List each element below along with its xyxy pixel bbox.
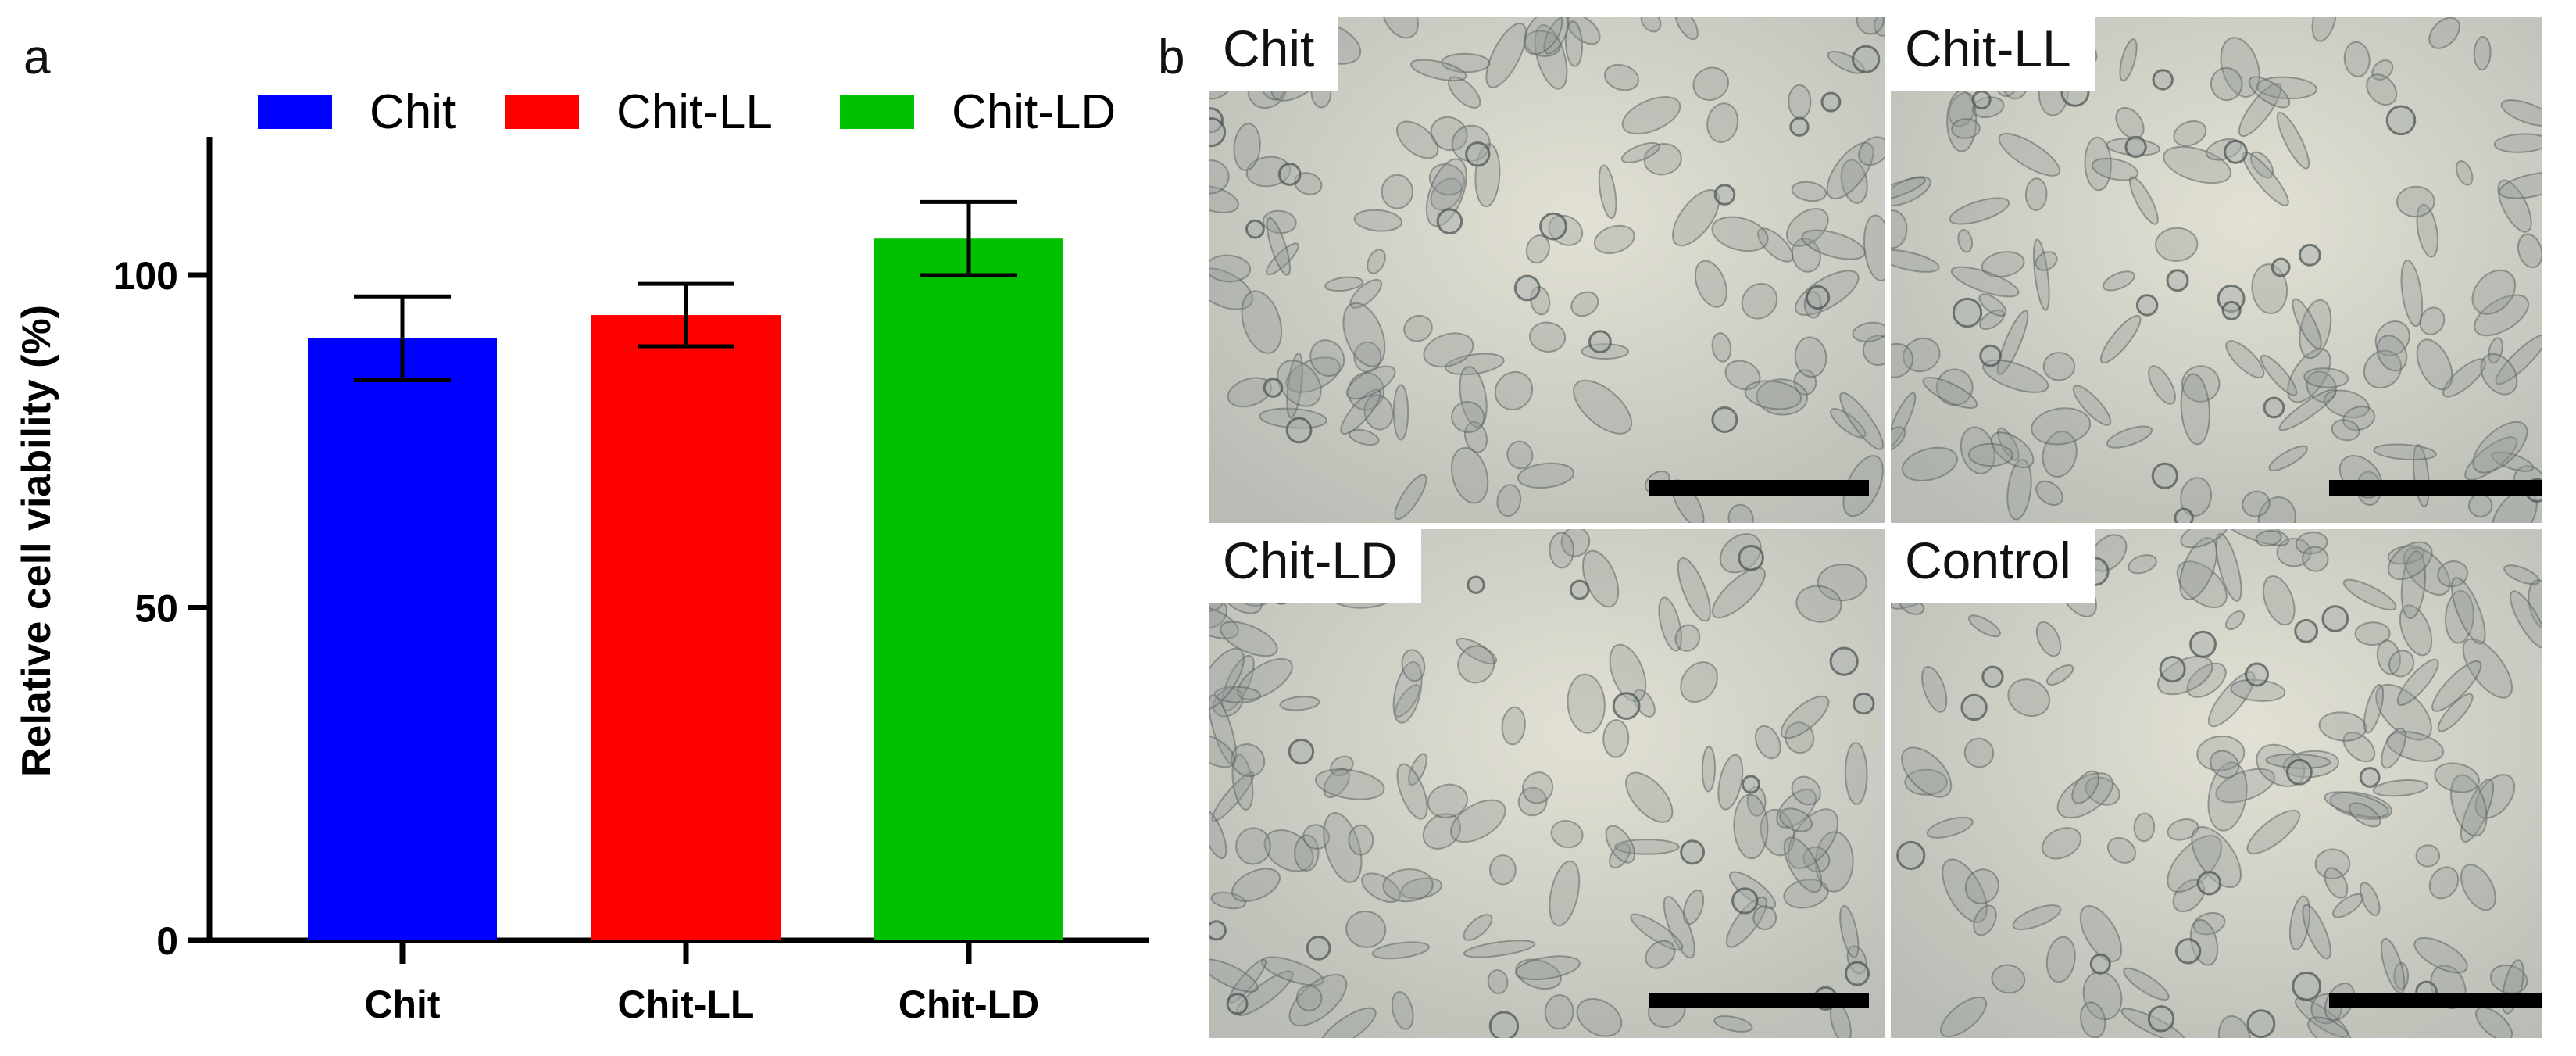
micrograph-chit-ld: Chit-LD	[1209, 529, 1885, 1038]
legend-swatch	[840, 95, 914, 129]
bar-chit-ll	[591, 315, 781, 940]
cell-texture	[1891, 17, 2542, 523]
bar-chart: 0 50 100 Relative cell viability (%) Chit Chi…	[14, 85, 1149, 1026]
bar-chit-ld	[874, 238, 1063, 940]
x-tick-label: Chit-LL	[618, 983, 755, 1026]
x-tick-label: Chit	[364, 983, 441, 1026]
scale-bar	[1649, 993, 1869, 1008]
micrograph-label: Chit-LD	[1209, 529, 1421, 604]
y-axis-label: Relative cell viability (%)	[14, 305, 59, 777]
x-tick-label: Chit-LD	[899, 983, 1040, 1026]
micrograph-label: Control	[1891, 529, 2095, 604]
legend-label: Chit-LL	[616, 85, 773, 139]
y-tick-label: 100	[113, 254, 178, 298]
micrograph-chit-ll: Chit-LL	[1891, 17, 2542, 523]
legend-label: Chit-LD	[952, 85, 1116, 139]
legend-swatch	[505, 95, 579, 129]
legend-label: Chit	[370, 85, 456, 139]
scale-bar	[1649, 480, 1869, 496]
micrograph-chit: Chit	[1209, 17, 1885, 523]
legend-swatch	[258, 95, 332, 129]
cell-texture	[1209, 17, 1885, 523]
micrograph-label: Chit-LL	[1891, 17, 2095, 92]
panel-b-label: b	[1158, 30, 1185, 84]
micrograph-label: Chit	[1209, 17, 1338, 92]
cell-texture	[1209, 529, 1885, 1038]
cell-texture	[1891, 529, 2542, 1038]
panel-a-label: a	[23, 30, 51, 84]
scale-bar	[2329, 480, 2542, 496]
scale-bar	[2329, 993, 2542, 1008]
micrograph-control: Control	[1891, 529, 2542, 1038]
y-tick-label: 0	[156, 919, 178, 963]
y-tick-label: 50	[134, 587, 178, 631]
bar-chit	[308, 338, 497, 941]
